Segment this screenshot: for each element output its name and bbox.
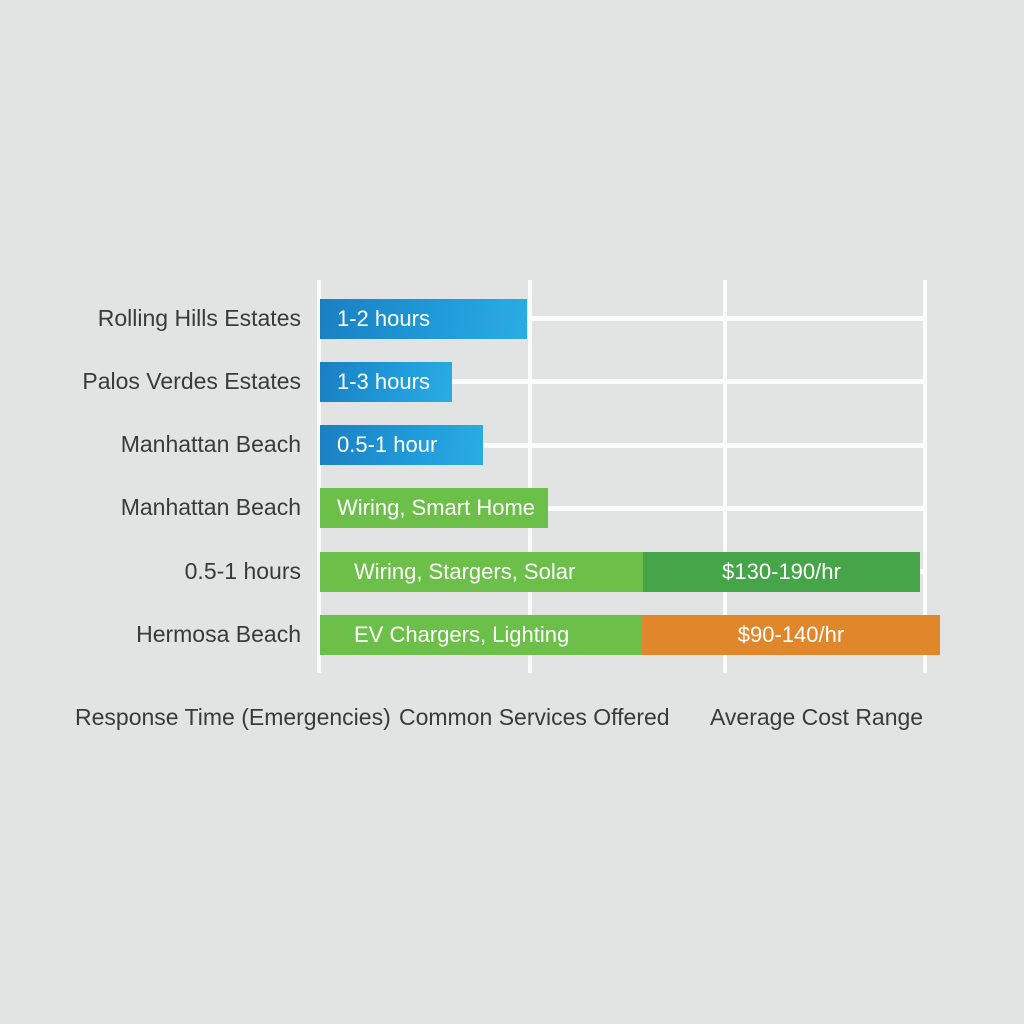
row-gridline xyxy=(319,379,925,385)
bar-segment-green: Wiring, Smart Home xyxy=(320,488,548,529)
bar-segment-blue: 0.5-1 hour xyxy=(320,425,483,466)
row-label: Hermosa Beach xyxy=(136,620,301,647)
bar-row: EV Chargers, Lighting $90-140/hr xyxy=(320,615,940,655)
axis-label-common-services: Common Services Offered xyxy=(399,704,670,730)
gridline-col-1 xyxy=(528,280,532,673)
row-gridline xyxy=(319,442,925,448)
row-label: Palos Verdes Estates xyxy=(82,367,301,394)
bar-row: Wiring, Smart Home xyxy=(320,488,548,529)
bar-segment-blue: 1-2 hours xyxy=(320,298,527,339)
row-label: 0.5-1 hours xyxy=(184,557,301,584)
gridline-col-2 xyxy=(723,280,727,673)
bar-segment-blue: 1-3 hours xyxy=(320,361,452,402)
y-axis-line xyxy=(317,280,321,673)
axis-label-response-time: Response Time (Emergencies) xyxy=(75,704,391,730)
bar-segment-green: EV Chargers, Lighting xyxy=(320,615,642,655)
bar-segment-orange: $90-140/hr xyxy=(642,615,940,655)
bar-row: 0.5-1 hour xyxy=(320,425,483,466)
bar-row: 1-2 hours xyxy=(320,298,527,339)
row-label: Manhattan Beach xyxy=(120,494,301,521)
gridline-col-3 xyxy=(923,280,927,673)
bar-segment-green: Wiring, Stargers, Solar xyxy=(320,551,643,592)
bar-row: Wiring, Stargers, Solar $130-190/hr xyxy=(320,551,920,592)
row-label: Rolling Hills Estates xyxy=(97,304,301,331)
axis-label-cost-range: Average Cost Range xyxy=(710,704,924,730)
bar-row: 1-3 hours xyxy=(320,361,452,402)
row-label: Manhattan Beach xyxy=(120,431,301,458)
row-gridline xyxy=(319,505,925,511)
bar-segment-darkgreen: $130-190/hr xyxy=(643,551,920,592)
row-gridline xyxy=(319,316,925,321)
